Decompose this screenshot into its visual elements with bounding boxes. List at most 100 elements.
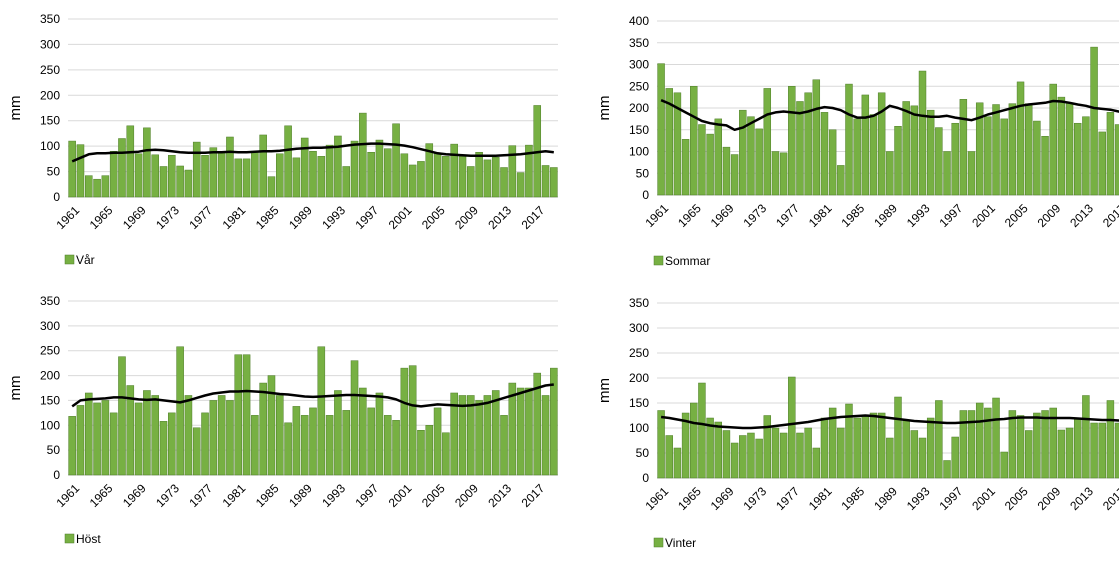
bar <box>259 134 267 198</box>
x-tick-label: 1961 <box>53 203 82 232</box>
x-tick-label: 2017 <box>519 481 548 510</box>
x-tick-label: 1997 <box>937 201 966 230</box>
bar <box>151 395 159 476</box>
y-tick-label: 350 <box>40 12 60 26</box>
bar <box>779 152 788 196</box>
bar <box>812 447 821 479</box>
bar <box>541 165 550 198</box>
x-tick-label: 2001 <box>386 481 415 510</box>
x-tick-label: 1961 <box>642 201 671 230</box>
bar <box>68 416 76 476</box>
bar <box>943 460 951 479</box>
bar <box>309 150 317 198</box>
bar <box>525 387 533 476</box>
bar <box>425 425 434 476</box>
bar <box>1049 83 1057 196</box>
bar <box>500 167 508 198</box>
y-tick-label: 250 <box>629 79 649 93</box>
y-axis-label: mm <box>596 378 613 403</box>
y-tick-label: 200 <box>629 371 649 385</box>
x-tick-label: 1965 <box>675 484 704 513</box>
legend-label: Vinter <box>665 536 696 550</box>
bar <box>342 166 350 198</box>
bar <box>951 436 959 479</box>
y-axis-label: mm <box>7 96 24 121</box>
bar <box>392 420 400 476</box>
y-tick-label: 0 <box>642 188 649 202</box>
bar <box>886 151 894 196</box>
bar <box>168 155 176 198</box>
bar <box>951 122 959 196</box>
bar <box>804 92 812 196</box>
bar <box>812 79 821 196</box>
y-tick-label: 200 <box>40 369 60 383</box>
bar <box>192 141 201 198</box>
x-tick-label: 2001 <box>969 484 998 513</box>
y-tick-label: 50 <box>636 166 650 180</box>
x-tick-label: 2017 <box>519 203 548 232</box>
bar <box>869 412 878 479</box>
bar <box>400 367 409 476</box>
bar <box>763 88 772 196</box>
bar <box>159 166 168 198</box>
bar <box>516 172 525 198</box>
bar <box>730 442 739 479</box>
bar <box>84 392 93 476</box>
bar <box>375 139 384 198</box>
bar <box>755 438 763 479</box>
bar <box>168 412 176 476</box>
bar <box>657 63 665 196</box>
bar <box>886 437 894 479</box>
y-tick-label: 350 <box>40 294 60 308</box>
bar <box>845 83 853 196</box>
y-tick-label: 250 <box>629 346 649 360</box>
x-tick-label: 2005 <box>419 203 448 232</box>
x-tick-label: 1969 <box>708 484 737 513</box>
bar <box>242 354 251 476</box>
bar <box>442 432 450 476</box>
bar <box>417 161 425 198</box>
x-tick-label: 1961 <box>53 481 82 510</box>
legend-swatch <box>64 254 75 265</box>
bar <box>804 427 812 479</box>
y-tick-label: 250 <box>40 344 60 358</box>
bar <box>242 158 251 198</box>
bar <box>1114 124 1119 196</box>
bar <box>730 154 739 196</box>
bar <box>902 101 910 196</box>
bar <box>869 114 878 196</box>
bar <box>910 430 919 479</box>
x-tick-label: 1965 <box>87 481 116 510</box>
x-tick-label: 1977 <box>186 481 215 510</box>
bar <box>458 395 467 476</box>
bar <box>1065 427 1074 479</box>
bar <box>779 432 788 479</box>
chart-vinter-panel: 0 50 100 150 200 250 300 350 mm 1961 1965 1969 1973 1… <box>589 278 1119 556</box>
bar <box>690 86 698 196</box>
bar <box>861 94 870 196</box>
bar <box>1041 136 1049 196</box>
bar <box>192 427 201 476</box>
bar <box>1016 415 1025 479</box>
y-tick-label: 0 <box>53 468 60 482</box>
y-tick-label: 50 <box>636 446 650 460</box>
bar <box>550 167 558 198</box>
bar <box>276 395 284 476</box>
y-tick-label: 300 <box>40 37 60 51</box>
y-tick-label: 150 <box>629 396 649 410</box>
bar <box>442 156 450 198</box>
y-axis-label: mm <box>7 376 24 401</box>
bar <box>383 415 392 476</box>
bar <box>234 354 243 476</box>
x-tick-label: 2001 <box>969 201 998 230</box>
bar <box>93 178 101 198</box>
x-tick-label: 1989 <box>286 203 315 232</box>
bar <box>118 356 126 476</box>
x-tick-label: 2013 <box>1067 484 1096 513</box>
y-tick-label: 300 <box>629 58 649 72</box>
legend-label: Sommar <box>665 254 710 268</box>
bar <box>1000 118 1008 196</box>
bar <box>1090 422 1098 479</box>
